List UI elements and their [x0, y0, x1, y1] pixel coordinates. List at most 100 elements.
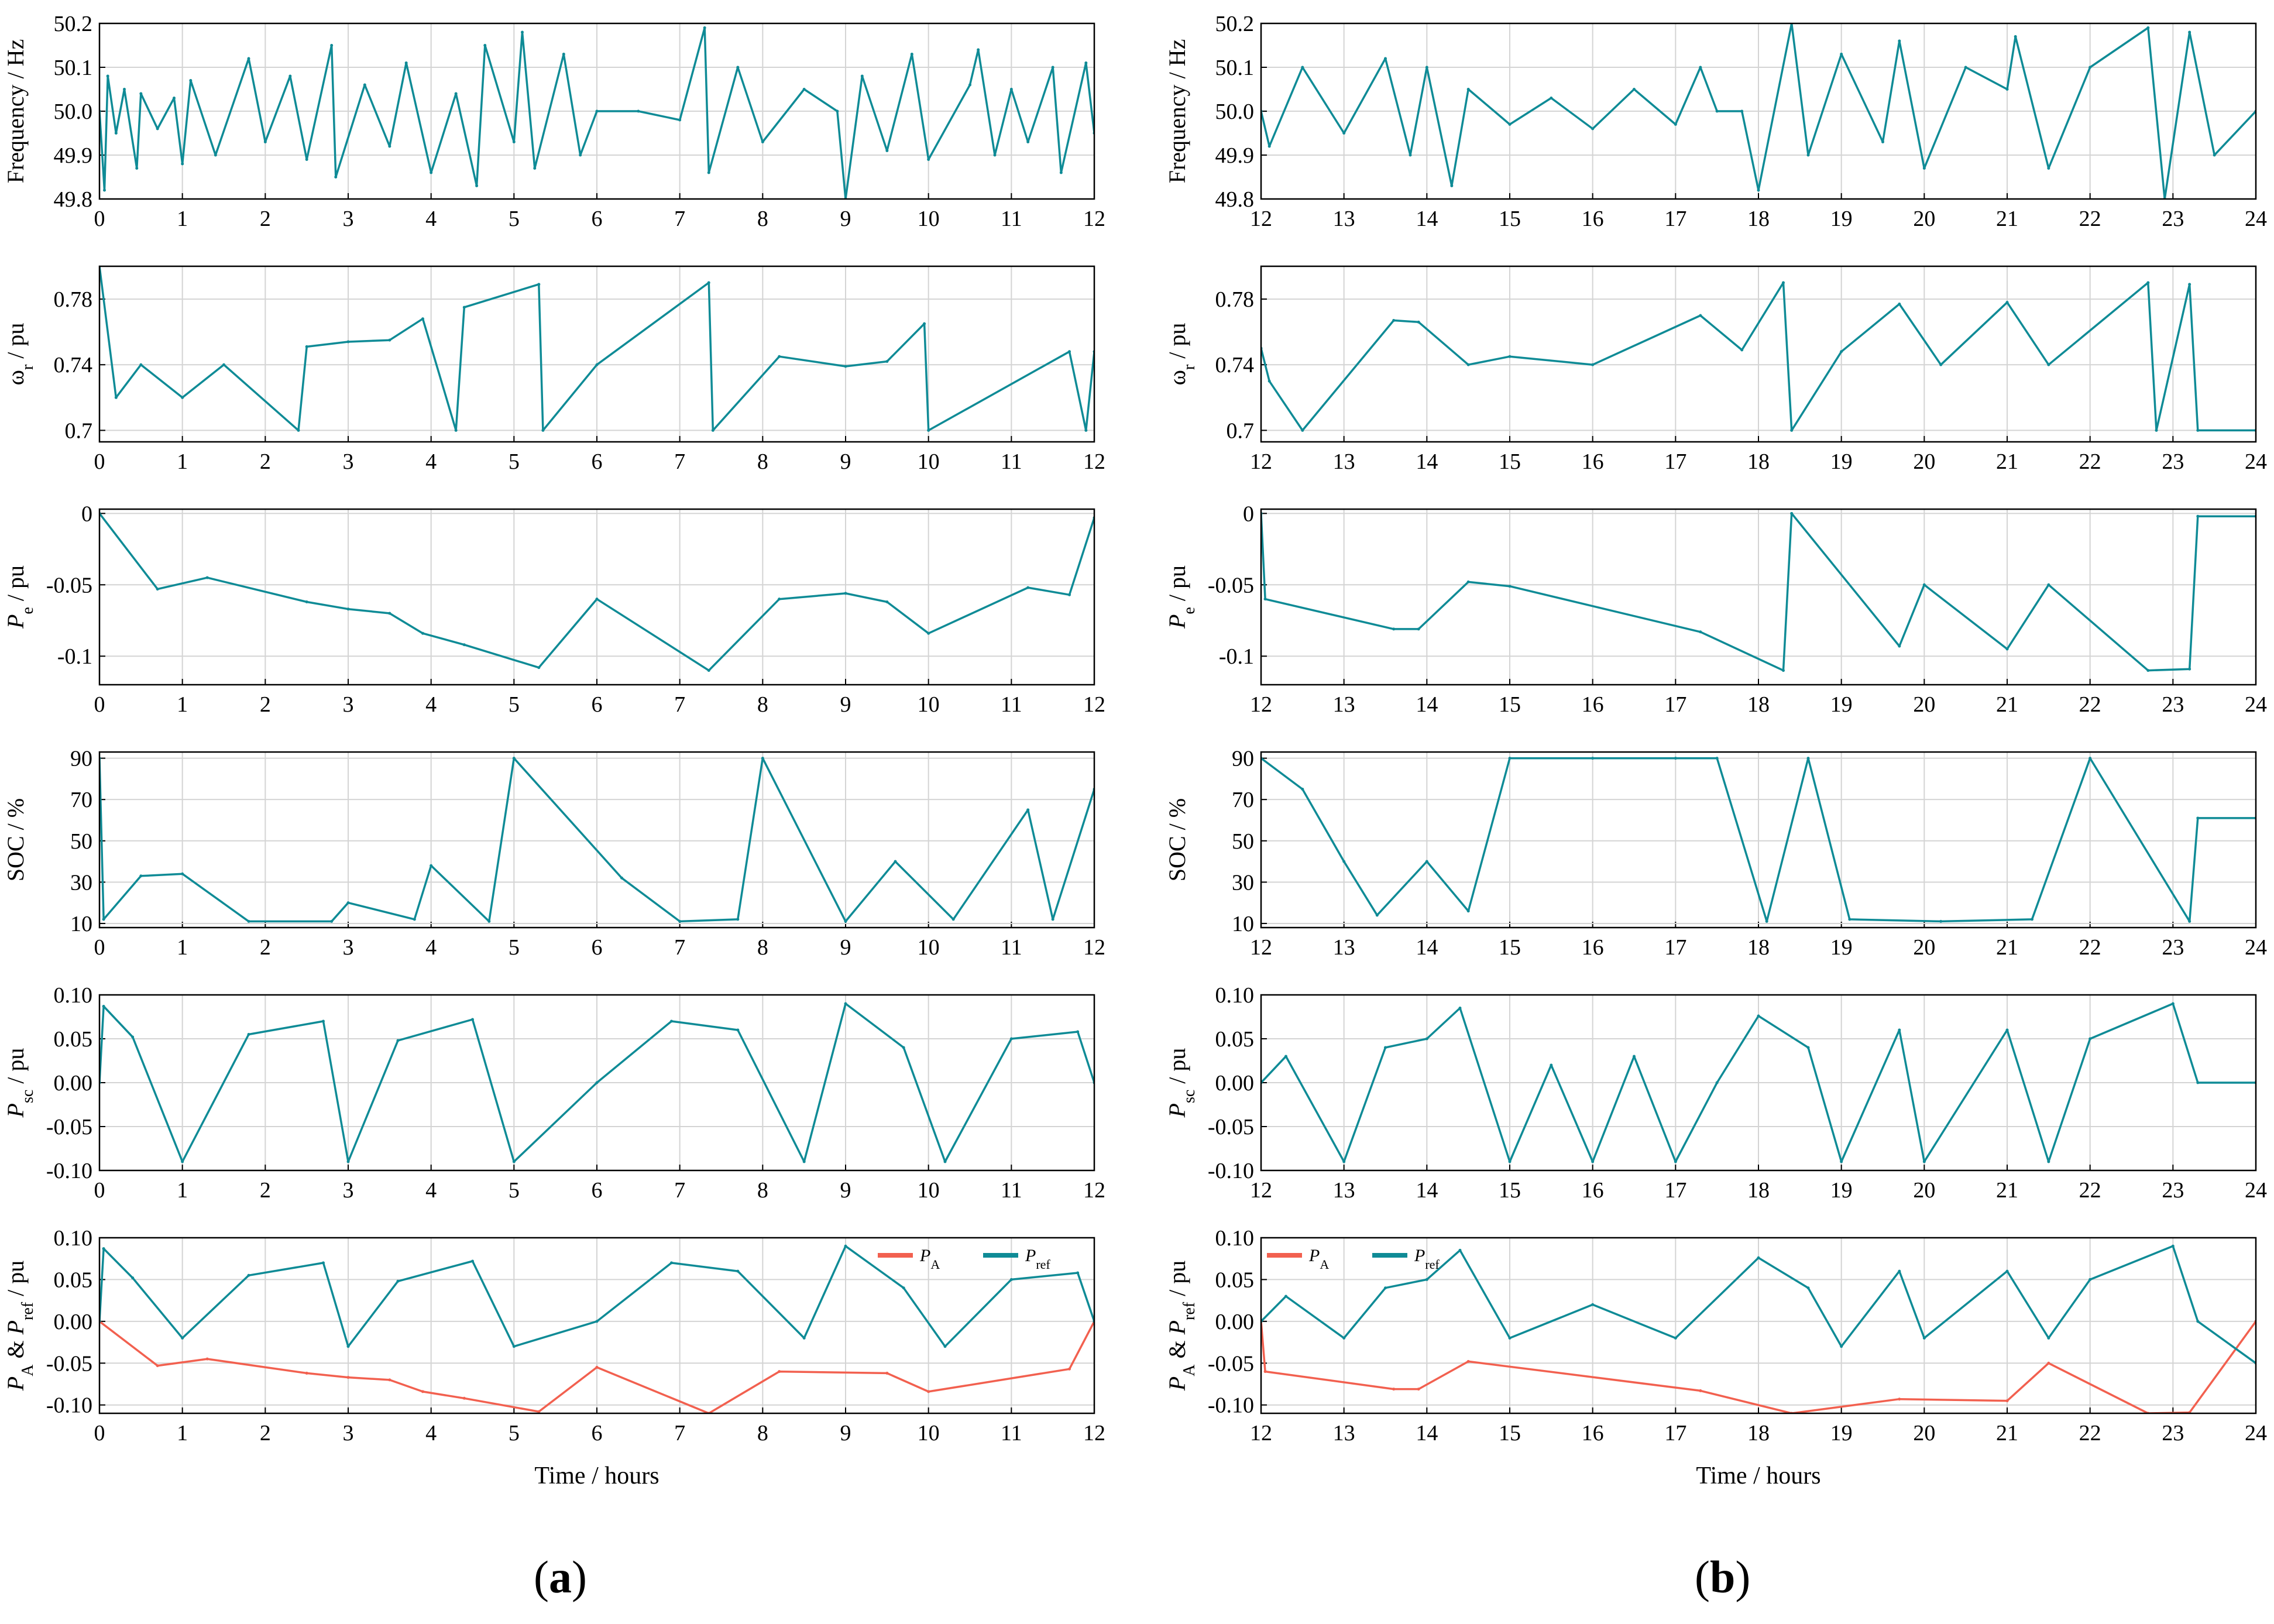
b-frequency-point [1840, 53, 1843, 56]
a-frequency-point [330, 44, 334, 47]
b-soc-xtick-label: 22 [2079, 935, 2101, 960]
b-pe-point [1417, 627, 1420, 631]
b-frequency-point [2088, 66, 2092, 69]
a-pe-ytick-label: 0 [81, 502, 92, 526]
b-pe-point [1392, 627, 1396, 631]
a-pa-pref-point [1068, 1367, 1071, 1371]
a-soc-point [678, 919, 682, 923]
a-pa-pref-point [346, 1345, 350, 1348]
a-frequency-point [135, 167, 139, 170]
b-psc-xtick-label: 19 [1830, 1178, 1853, 1203]
b-pe-point [2005, 647, 2009, 651]
a-frequency-point [761, 140, 764, 143]
b-psc-point [1715, 1081, 1719, 1084]
a-frequency-point [404, 61, 408, 64]
b-psc-ytick-label: -0.10 [1208, 1159, 1254, 1183]
a-pa-pref-point [736, 1269, 740, 1273]
b-soc-point [1806, 757, 1810, 760]
a-frequency-point [189, 79, 193, 82]
a-psc-ytick-label: 0.10 [54, 983, 93, 1008]
a-frequency-xtick-label: 3 [343, 207, 354, 231]
b-pe-point [2188, 667, 2191, 671]
b-pe-xtick-label: 22 [2079, 692, 2101, 717]
b-frequency-xtick-label: 18 [1747, 207, 1770, 231]
a-frequency-point [454, 92, 458, 95]
a-soc-ytick-label: 10 [70, 912, 92, 936]
a-omega-point [707, 281, 710, 284]
b-psc-point [1342, 1160, 1346, 1163]
a-omega-point [454, 428, 458, 432]
b-pa-pref-xtick-label: 20 [1913, 1421, 1935, 1446]
b-psc-ytick-label: -0.05 [1208, 1115, 1254, 1139]
a-frequency-point [1084, 61, 1088, 64]
a-psc-xtick-label: 0 [94, 1178, 105, 1203]
a-frequency-point [430, 171, 433, 174]
b-psc-xtick-label: 14 [1416, 1178, 1438, 1203]
a-pe-point [205, 576, 209, 579]
a-pe-series-pe [99, 513, 1094, 672]
a-pa-pref-xtick-label: 9 [840, 1421, 851, 1446]
b-soc-ytick-label: 50 [1232, 829, 1254, 854]
b-pe-point [1508, 585, 1512, 588]
a-soc-xtick-label: 6 [592, 935, 603, 960]
b-pa-pref-xtick-label: 22 [2079, 1421, 2101, 1446]
b-omega-series-r [1261, 281, 2256, 432]
b-soc-point [2088, 757, 2092, 760]
b-pa-pref-point [2047, 1361, 2050, 1365]
a-soc-point [894, 860, 897, 863]
b-psc-point [1898, 1028, 1901, 1032]
b-soc-ylabel: SOC / % [1164, 798, 1190, 881]
a-pe-point [388, 612, 391, 615]
b-frequency-ylabel: Frequency / Hz [1164, 39, 1190, 184]
b-pa-pref-point [1466, 1359, 1470, 1363]
a-pe-point [1068, 593, 1071, 596]
a-omega-point [844, 365, 847, 368]
b-pa-pref-point [1284, 1295, 1287, 1298]
a-frequency-xtick-label: 7 [674, 207, 685, 231]
b-omega-point [2146, 281, 2150, 284]
a-pa-pref-ytick-label: -0.05 [46, 1351, 92, 1376]
a-psc-ytick-label: -0.05 [46, 1115, 92, 1139]
b-pe-xtick-label: 24 [2245, 692, 2267, 717]
a-frequency-point [707, 171, 710, 174]
b-pa-pref-xtick-label: 23 [2162, 1421, 2184, 1446]
a-soc-ytick-label: 50 [70, 829, 92, 854]
a-pe-point [421, 631, 424, 635]
a-omega-xtick-label: 0 [94, 449, 105, 474]
a-pa-pref-point [778, 1370, 781, 1374]
b-omega-xtick-label: 24 [2245, 449, 2267, 474]
a-frequency-point [885, 149, 889, 152]
b-psc-xtick-label: 20 [1913, 1178, 1935, 1203]
b-omega-xtick-label: 21 [1996, 449, 2018, 474]
b-soc-point [1674, 757, 1677, 760]
a-frequency-point [288, 74, 292, 78]
a-frequency-ytick-label: 50.2 [54, 12, 93, 36]
a-psc-point [670, 1019, 673, 1023]
a-pa-pref-xtick-label: 4 [425, 1421, 437, 1446]
a-soc-point [1051, 918, 1054, 921]
b-soc-point [1375, 914, 1379, 917]
a-pe-point [885, 600, 889, 604]
b-omega-xtick-label: 19 [1830, 449, 1853, 474]
a-pa-pref-point [388, 1378, 391, 1382]
b-frequency-point [1466, 88, 1470, 91]
b-omega-ylabel: ωr / pu [1164, 323, 1198, 386]
a-frequency-xtick-label: 6 [592, 207, 603, 231]
b-pe-xtick-label: 19 [1830, 692, 1853, 717]
b-frequency-xtick-label: 13 [1333, 207, 1355, 231]
b-omega-point [2005, 301, 2009, 304]
a-psc-xtick-label: 3 [343, 1178, 354, 1203]
b-psc-xtick-label: 21 [1996, 1178, 2018, 1203]
b-pa-pref-xtick-label: 17 [1664, 1421, 1686, 1446]
a-pa-pref-point [1076, 1271, 1080, 1275]
b-omega-point [1699, 314, 1702, 317]
a-pa-pref-ytick-label: 0.10 [54, 1226, 93, 1251]
b-soc-xtick-label: 21 [1996, 935, 2018, 960]
a-frequency-point [106, 74, 109, 78]
b-pa-pref-point [1508, 1336, 1512, 1340]
a-soc-xtick-label: 7 [674, 935, 685, 960]
b-soc-xtick-label: 20 [1913, 935, 1935, 960]
a-pe-ytick-label: -0.1 [57, 644, 92, 669]
a-pe-xtick-label: 7 [674, 692, 685, 717]
b-frequency-point [1508, 123, 1512, 126]
